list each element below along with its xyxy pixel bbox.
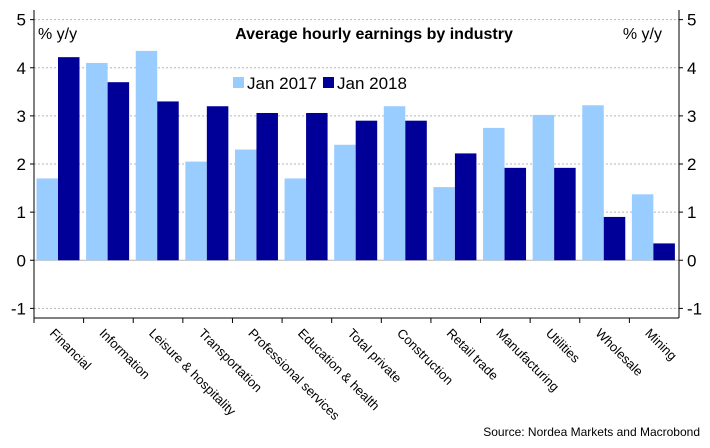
y-tick-label-right: 0 (687, 251, 696, 270)
y-tick-label-right: 5 (687, 11, 696, 30)
axes (30, 10, 683, 323)
y-tick-label-left: -1 (11, 299, 26, 318)
bar-jan-2017 (631, 194, 654, 261)
chart-title: Average hourly earnings by industry (235, 26, 513, 43)
bar-jan-2017 (532, 114, 555, 261)
x-category-label: Professional services (245, 326, 343, 424)
y-tick-label-right: 4 (687, 59, 696, 78)
y-tick-label-left: 2 (17, 155, 26, 174)
x-category-label: Information (96, 326, 153, 383)
bar-jan-2017 (582, 105, 604, 261)
source-note: Source: Nordea Markets and Macrobond (483, 425, 700, 439)
bar-jan-2018 (58, 57, 80, 261)
bar-jan-2018 (107, 82, 130, 261)
x-category-label: Utilities (543, 326, 584, 367)
y-tick-label-left: 4 (17, 59, 26, 78)
y-tick-labels: -1 -1 0 0 1 1 2 2 3 3 4 4 5 5 (11, 11, 702, 319)
bar-jan-2017 (36, 178, 58, 261)
bar-jan-2017 (185, 161, 207, 261)
y-axis-label-left: % y/y (38, 26, 77, 43)
legend-swatch (323, 77, 334, 88)
bar-jan-2018 (653, 243, 675, 261)
y-tick-label-left: 1 (17, 203, 26, 222)
y-tick-label-left: 0 (17, 251, 26, 270)
bar-jan-2018 (256, 112, 278, 261)
y-tick-label-left: 3 (17, 107, 26, 126)
bar-jan-2018 (405, 120, 427, 261)
y-tick-label-right: 3 (687, 107, 696, 126)
bar-jan-2017 (284, 178, 307, 261)
x-category-label: Financial (47, 326, 94, 373)
bar-jan-2018 (603, 216, 626, 261)
legend-label: Jan 2018 (337, 74, 407, 93)
y-tick-label-right: -1 (687, 299, 702, 318)
bar-jan-2018 (157, 101, 179, 261)
bar-jan-2018 (554, 167, 576, 261)
legend-swatch (233, 77, 244, 88)
x-category-label: Mining (642, 326, 680, 364)
x-category-label: Wholesale (593, 326, 647, 380)
legend: Jan 2017 Jan 2018 (233, 74, 407, 93)
bar-jan-2017 (433, 187, 455, 261)
bar-jan-2017 (483, 127, 505, 261)
bar-jan-2018 (355, 120, 378, 261)
x-category-label: Leisure & hospitality (146, 326, 239, 419)
bar-jan-2018 (504, 167, 527, 261)
bar-jan-2017 (135, 50, 158, 261)
bar-jan-2018 (306, 112, 328, 261)
bar-jan-2017 (334, 144, 356, 261)
y-tick-label-right: 1 (687, 203, 696, 222)
legend-label: Jan 2017 (247, 74, 317, 93)
bar-jan-2018 (206, 106, 229, 261)
y-tick-label-left: 5 (17, 11, 26, 30)
bars (36, 50, 675, 261)
y-axis-label-right: % y/y (623, 26, 662, 43)
y-tick-label-right: 2 (687, 155, 696, 174)
bar-jan-2018 (454, 153, 477, 261)
bar-jan-2017 (383, 106, 406, 261)
bar-jan-2017 (234, 149, 257, 261)
bar-jan-2017 (86, 62, 108, 261)
